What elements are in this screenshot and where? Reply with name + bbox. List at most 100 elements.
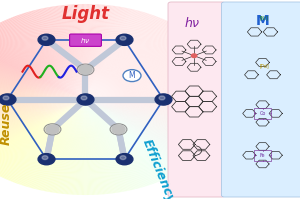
Wedge shape bbox=[0, 23, 85, 100]
Wedge shape bbox=[29, 100, 86, 188]
Wedge shape bbox=[85, 41, 200, 100]
Wedge shape bbox=[33, 100, 86, 189]
Wedge shape bbox=[0, 50, 85, 100]
Text: M: M bbox=[129, 71, 135, 80]
Wedge shape bbox=[85, 86, 228, 100]
Wedge shape bbox=[0, 36, 85, 100]
Wedge shape bbox=[85, 100, 193, 163]
Wedge shape bbox=[72, 4, 86, 100]
Wedge shape bbox=[0, 100, 85, 166]
Circle shape bbox=[68, 88, 103, 111]
Wedge shape bbox=[85, 22, 170, 100]
Wedge shape bbox=[42, 8, 86, 100]
Wedge shape bbox=[79, 100, 85, 195]
Wedge shape bbox=[85, 100, 168, 178]
FancyBboxPatch shape bbox=[168, 2, 225, 197]
Wedge shape bbox=[63, 5, 86, 99]
Wedge shape bbox=[85, 100, 227, 118]
Wedge shape bbox=[78, 4, 85, 100]
Wedge shape bbox=[0, 100, 85, 135]
Wedge shape bbox=[82, 4, 86, 100]
Wedge shape bbox=[85, 100, 177, 174]
Wedge shape bbox=[0, 30, 85, 100]
Wedge shape bbox=[85, 100, 167, 179]
Wedge shape bbox=[0, 100, 85, 149]
Wedge shape bbox=[85, 94, 229, 100]
Wedge shape bbox=[0, 34, 85, 100]
Wedge shape bbox=[85, 91, 229, 100]
Wedge shape bbox=[0, 100, 85, 174]
Wedge shape bbox=[48, 100, 86, 192]
Wedge shape bbox=[14, 16, 86, 100]
Wedge shape bbox=[85, 100, 226, 122]
Wedge shape bbox=[0, 82, 85, 100]
Circle shape bbox=[191, 54, 197, 58]
Wedge shape bbox=[85, 13, 148, 100]
Wedge shape bbox=[10, 100, 86, 181]
Wedge shape bbox=[0, 33, 85, 100]
Wedge shape bbox=[30, 100, 85, 188]
Wedge shape bbox=[19, 100, 86, 185]
Wedge shape bbox=[85, 100, 152, 185]
Wedge shape bbox=[85, 100, 89, 195]
Wedge shape bbox=[85, 44, 203, 100]
Wedge shape bbox=[10, 18, 86, 100]
Wedge shape bbox=[85, 4, 97, 100]
Wedge shape bbox=[0, 28, 85, 99]
FancyBboxPatch shape bbox=[221, 2, 300, 197]
Wedge shape bbox=[23, 100, 85, 186]
Wedge shape bbox=[85, 100, 209, 149]
Wedge shape bbox=[85, 100, 112, 194]
Wedge shape bbox=[0, 75, 85, 100]
Wedge shape bbox=[85, 7, 122, 100]
Circle shape bbox=[51, 77, 120, 122]
Wedge shape bbox=[85, 76, 225, 100]
Wedge shape bbox=[0, 100, 85, 129]
Wedge shape bbox=[72, 100, 86, 195]
Circle shape bbox=[81, 96, 87, 100]
Wedge shape bbox=[85, 92, 229, 100]
Wedge shape bbox=[85, 100, 159, 182]
Wedge shape bbox=[85, 100, 132, 190]
Text: Fe: Fe bbox=[260, 153, 265, 158]
Wedge shape bbox=[34, 10, 86, 100]
Wedge shape bbox=[1, 22, 86, 100]
Wedge shape bbox=[0, 100, 85, 117]
Wedge shape bbox=[85, 99, 230, 100]
Wedge shape bbox=[0, 64, 85, 100]
Wedge shape bbox=[85, 100, 150, 185]
Wedge shape bbox=[85, 100, 123, 192]
Wedge shape bbox=[0, 100, 85, 126]
Wedge shape bbox=[85, 100, 228, 115]
Text: [Pd]: [Pd] bbox=[259, 64, 269, 69]
Wedge shape bbox=[85, 47, 206, 100]
Wedge shape bbox=[85, 32, 188, 100]
Wedge shape bbox=[77, 4, 85, 100]
Wedge shape bbox=[85, 64, 220, 100]
Wedge shape bbox=[85, 100, 156, 183]
Wedge shape bbox=[0, 100, 85, 141]
Wedge shape bbox=[57, 6, 86, 100]
Wedge shape bbox=[85, 55, 214, 100]
Wedge shape bbox=[85, 100, 163, 180]
Wedge shape bbox=[0, 84, 85, 100]
Wedge shape bbox=[85, 33, 189, 100]
Wedge shape bbox=[85, 100, 228, 113]
Wedge shape bbox=[85, 4, 93, 100]
Wedge shape bbox=[85, 22, 171, 100]
Circle shape bbox=[42, 36, 48, 40]
Wedge shape bbox=[85, 100, 199, 159]
Circle shape bbox=[38, 68, 133, 131]
Wedge shape bbox=[0, 97, 85, 100]
Circle shape bbox=[64, 85, 107, 114]
Wedge shape bbox=[85, 6, 117, 100]
Wedge shape bbox=[41, 100, 86, 191]
Wedge shape bbox=[85, 21, 169, 100]
Wedge shape bbox=[0, 100, 85, 146]
Wedge shape bbox=[85, 100, 106, 194]
Wedge shape bbox=[85, 100, 225, 125]
Wedge shape bbox=[85, 5, 110, 100]
Wedge shape bbox=[83, 4, 86, 100]
Wedge shape bbox=[0, 88, 85, 100]
Text: Light: Light bbox=[61, 5, 110, 23]
